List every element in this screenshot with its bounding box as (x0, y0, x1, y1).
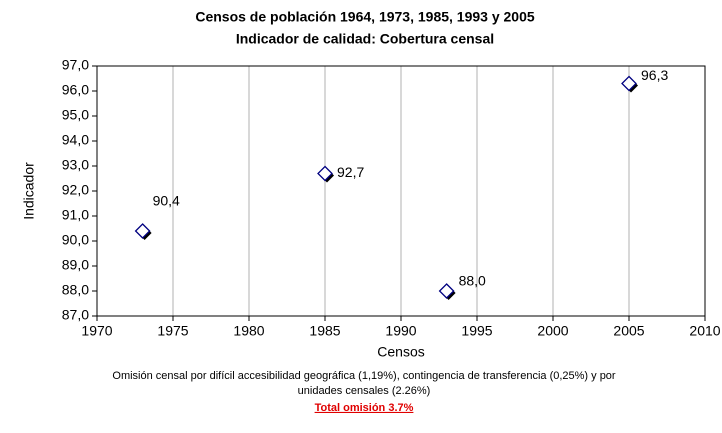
footnote: unidades censales (2.26%) (298, 385, 431, 397)
y-tick-label: 95,0 (62, 107, 89, 123)
x-tick-label: 2010 (689, 323, 720, 339)
data-label: 92,7 (337, 164, 364, 180)
plot-frame (96, 65, 706, 317)
x-tick-label: 2005 (613, 323, 644, 339)
footnote: Omisión censal por difícil accesibilidad… (112, 370, 616, 382)
x-tick-label: 1975 (157, 323, 188, 339)
y-axis-label: Indicador (21, 162, 37, 220)
chart-title: Censos de población 1964, 1973, 1985, 19… (195, 9, 535, 25)
y-tick-label: 87,0 (62, 307, 89, 323)
y-tick-label: 92,0 (62, 182, 89, 198)
y-tick-label: 88,0 (62, 282, 89, 298)
point (621, 75, 637, 92)
x-axis-label: Censos (377, 344, 424, 360)
data-label: 96,3 (641, 67, 668, 83)
data-label: 88,0 (459, 273, 486, 289)
y-tick-label: 91,0 (62, 207, 89, 223)
x-tick-label: 1990 (385, 323, 416, 339)
x-tick-label: 2000 (537, 323, 568, 339)
data-label: 90,4 (153, 193, 180, 209)
y-tick-label: 94,0 (62, 132, 89, 148)
y-tick-label: 97,0 (62, 57, 89, 73)
x-tick-label: 1985 (309, 323, 340, 339)
x-tick-label: 1995 (461, 323, 492, 339)
chart-subtitle: Indicador de calidad: Cobertura censal (236, 31, 494, 47)
point (438, 283, 455, 299)
y-tick-label: 96,0 (62, 82, 89, 98)
point (317, 165, 333, 182)
y-tick-label: 90,0 (62, 232, 89, 248)
x-tick-label: 1970 (81, 323, 112, 339)
x-tick-label: 1980 (233, 323, 264, 339)
point (134, 223, 151, 239)
total-note: Total omisión 3.7% (315, 402, 414, 414)
y-tick-label: 89,0 (62, 257, 89, 273)
y-tick-label: 93,0 (62, 157, 89, 173)
